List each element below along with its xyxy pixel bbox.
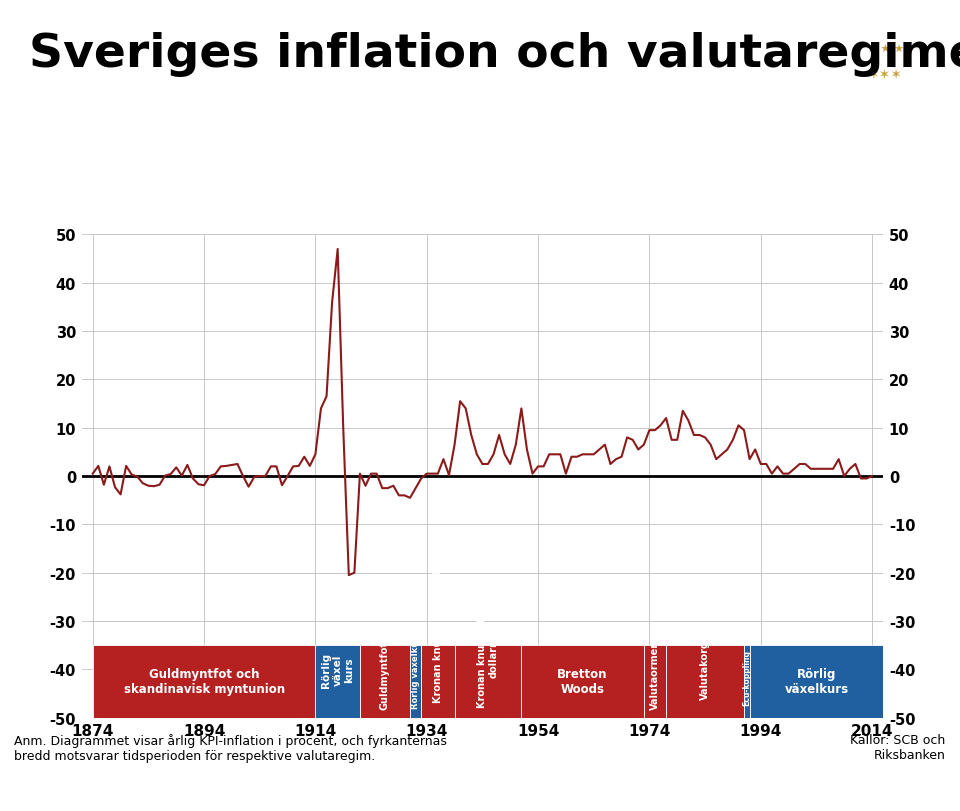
Text: Kronan knuten till pundet: Kronan knuten till pundet xyxy=(433,560,443,702)
Text: Guldmyntfot och
skandinavisk myntunion: Guldmyntfot och skandinavisk myntunion xyxy=(124,667,284,696)
Text: Rörlig
växelkurs: Rörlig växelkurs xyxy=(784,667,849,696)
Text: Guldmyntfot: Guldmyntfot xyxy=(380,640,390,709)
Bar xyxy=(410,646,421,718)
Text: Rörlig växelkurs: Rörlig växelkurs xyxy=(411,631,420,708)
Text: ✶✶✶: ✶✶✶ xyxy=(868,67,903,82)
Text: Valutaormen: Valutaormen xyxy=(650,639,660,710)
Bar xyxy=(644,646,666,718)
Text: Ecu-koppling: Ecu-koppling xyxy=(742,649,752,705)
Text: ★ ★ ★: ★ ★ ★ xyxy=(867,45,904,55)
Bar xyxy=(421,646,455,718)
Text: Valutakorgen: Valutakorgen xyxy=(700,625,710,699)
Text: Bretton
Woods: Bretton Woods xyxy=(558,667,608,696)
Text: Rörlig
växel
kurs: Rörlig växel kurs xyxy=(321,652,354,687)
Text: Anm. Diagrammet visar årlig KPI-inflation i procent, och fyrkanternas
bredd mots: Anm. Diagrammet visar årlig KPI-inflatio… xyxy=(14,733,447,762)
Text: Sveriges inflation och valutaregimer: Sveriges inflation och valutaregimer xyxy=(29,32,960,77)
Text: Kronan knuten till
dollarn: Kronan knuten till dollarn xyxy=(477,607,499,707)
Text: Källor: SCB och
Riksbanken: Källor: SCB och Riksbanken xyxy=(851,733,946,761)
Bar xyxy=(744,646,750,718)
Text: SVERIGES
RIKSBANK: SVERIGES RIKSBANK xyxy=(861,93,910,114)
Bar xyxy=(455,646,521,718)
Bar xyxy=(521,646,644,718)
Bar xyxy=(360,646,410,718)
Bar xyxy=(750,646,883,718)
Bar xyxy=(666,646,744,718)
Bar xyxy=(93,646,316,718)
Bar xyxy=(316,646,360,718)
